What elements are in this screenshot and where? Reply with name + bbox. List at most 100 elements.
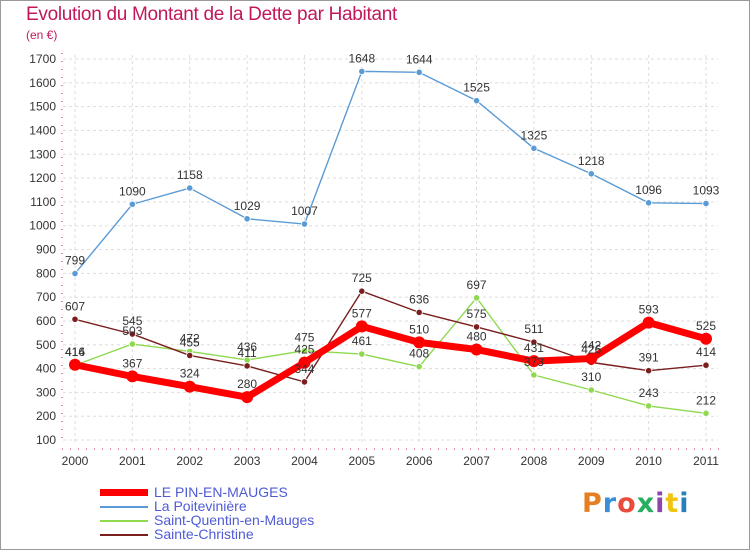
data-label-le-pin-en-mauges: 593 xyxy=(639,303,659,317)
data-label-la-poitevini-re: 1158 xyxy=(177,168,203,182)
data-label-sainte-christine: 426 xyxy=(581,342,601,356)
data-point-la-poitevini-re xyxy=(300,220,309,228)
data-label-saint-quentin-en-mauges: 697 xyxy=(467,278,487,292)
series-line-sainte-christine xyxy=(74,290,707,383)
data-label-le-pin-en-mauges: 425 xyxy=(294,343,314,357)
chart-unit-label: (en €) xyxy=(26,28,58,42)
data-label-la-poitevini-re: 799 xyxy=(65,254,85,268)
logo-letter: P xyxy=(582,488,603,519)
data-label-la-poitevini-re: 1029 xyxy=(234,199,261,213)
data-label-la-poitevini-re: 1648 xyxy=(348,51,375,65)
data-point-sainte-christine xyxy=(186,351,194,360)
data-label-saint-quentin-en-mauges: 461 xyxy=(352,334,372,348)
x-tick-label: 2008 xyxy=(521,454,548,468)
legend-label: Saint-Quentin-en-Mauges xyxy=(154,512,315,528)
logo-letter: r xyxy=(602,488,618,519)
data-point-saint-quentin-en-mauges xyxy=(358,350,366,358)
data-point-saint-quentin-en-mauges xyxy=(472,294,481,302)
data-point-sainte-christine xyxy=(415,308,423,316)
data-point-saint-quentin-en-mauges xyxy=(702,409,710,417)
data-label-saint-quentin-en-mauges: 373 xyxy=(524,355,544,369)
data-point-le-pin-en-mauges xyxy=(585,352,598,365)
data-point-le-pin-en-mauges xyxy=(355,320,368,333)
legend-label: Sainte-Christine xyxy=(154,526,254,542)
data-point-saint-quentin-en-mauges xyxy=(645,402,653,410)
data-label-le-pin-en-mauges: 324 xyxy=(180,367,200,381)
data-point-la-poitevini-re xyxy=(415,68,423,76)
data-label-sainte-christine: 455 xyxy=(180,335,200,349)
y-tick-label: 1400 xyxy=(29,123,56,137)
data-label-sainte-christine: 545 xyxy=(122,314,142,328)
y-tick-label: 700 xyxy=(36,290,56,304)
data-label-saint-quentin-en-mauges: 472 xyxy=(180,331,200,345)
data-label-le-pin-en-mauges: 367 xyxy=(122,356,142,370)
data-point-le-pin-en-mauges xyxy=(413,336,426,349)
data-point-sainte-christine xyxy=(702,361,710,369)
data-label-sainte-christine: 411 xyxy=(238,346,257,360)
data-point-le-pin-en-mauges xyxy=(470,343,483,356)
data-label-saint-quentin-en-mauges: 310 xyxy=(581,370,601,384)
data-point-saint-quentin-en-mauges xyxy=(530,371,538,379)
data-point-la-poitevini-re xyxy=(358,67,366,75)
legend-swatch xyxy=(100,520,148,522)
y-tick-label: 300 xyxy=(36,385,56,399)
data-point-le-pin-en-mauges xyxy=(183,380,196,393)
data-point-sainte-christine xyxy=(645,367,653,375)
legend-item-sainte-christine: Sainte-Christine xyxy=(100,526,400,542)
data-label-saint-quentin-en-mauges: 436 xyxy=(237,340,257,354)
data-point-sainte-christine xyxy=(243,362,251,370)
y-tick-label: 1000 xyxy=(29,219,56,233)
data-point-la-poitevini-re xyxy=(702,199,710,208)
data-label-la-poitevini-re: 1525 xyxy=(463,81,490,95)
y-tick-label: 600 xyxy=(36,314,56,328)
data-label-le-pin-en-mauges: 280 xyxy=(237,377,257,391)
data-label-la-poitevini-re: 1090 xyxy=(119,184,146,198)
data-point-saint-quentin-en-mauges xyxy=(300,347,309,355)
y-tick-label: 200 xyxy=(36,409,56,423)
data-point-le-pin-en-mauges xyxy=(298,356,311,369)
data-label-la-poitevini-re: 1218 xyxy=(578,154,605,168)
data-point-la-poitevini-re xyxy=(530,144,538,152)
x-tick-label: 2002 xyxy=(176,454,203,468)
data-label-le-pin-en-mauges: 577 xyxy=(352,306,372,320)
data-point-saint-quentin-en-mauges xyxy=(587,386,595,394)
y-tick-label: 400 xyxy=(36,362,56,376)
series-line-saint-quentin-en-mauges xyxy=(74,297,707,415)
data-label-sainte-christine: 391 xyxy=(639,351,659,365)
data-label-le-pin-en-mauges: 510 xyxy=(409,322,429,336)
logo-letter: o xyxy=(617,488,637,519)
legend-label: La Poitevinière xyxy=(154,498,247,514)
data-point-sainte-christine xyxy=(128,330,136,338)
data-label-sainte-christine: 636 xyxy=(409,292,429,306)
legend-item-le-pin-en-mauges: LE PIN-EN-MAUGES xyxy=(100,484,400,500)
data-point-la-poitevini-re xyxy=(71,269,79,278)
data-label-le-pin-en-mauges: 416 xyxy=(65,345,85,359)
chart-title: Evolution du Montant de la Dette par Hab… xyxy=(26,4,397,25)
data-point-sainte-christine xyxy=(358,287,366,295)
data-point-la-poitevini-re xyxy=(587,170,595,178)
data-label-saint-quentin-en-mauges: 475 xyxy=(294,331,314,345)
data-label-le-pin-en-mauges: 442 xyxy=(581,339,601,353)
data-label-le-pin-en-mauges: 431 xyxy=(524,341,544,355)
y-tick-label: 800 xyxy=(36,266,56,280)
data-point-le-pin-en-mauges xyxy=(527,355,540,368)
data-point-la-poitevini-re xyxy=(128,200,136,208)
x-tick-label: 2005 xyxy=(348,454,375,468)
logo-letter: x xyxy=(636,488,656,519)
legend-swatch xyxy=(100,489,148,496)
legend-swatch xyxy=(100,534,148,536)
x-tick-label: 2007 xyxy=(463,454,490,468)
legend-label: LE PIN-EN-MAUGES xyxy=(154,484,288,500)
y-tick-label: 1500 xyxy=(29,100,56,114)
legend-swatch xyxy=(100,506,148,508)
data-label-sainte-christine: 725 xyxy=(352,271,372,285)
data-label-saint-quentin-en-mauges: 243 xyxy=(639,386,659,400)
x-tick-label: 2004 xyxy=(291,454,318,468)
data-point-le-pin-en-mauges xyxy=(700,332,712,345)
legend-item-la-poitevini-re: La Poitevinière xyxy=(100,498,400,514)
y-tick-label: 1600 xyxy=(29,76,56,90)
data-label-le-pin-en-mauges: 525 xyxy=(696,319,716,333)
y-tick-label: 900 xyxy=(36,243,56,257)
